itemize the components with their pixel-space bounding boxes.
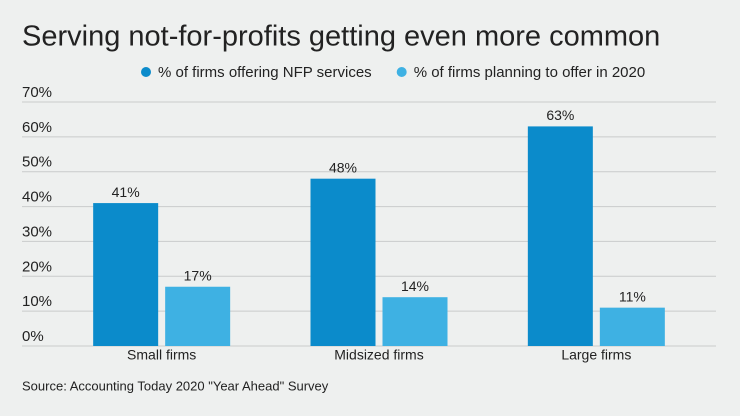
bar [382,297,448,346]
value-label: 63% [546,107,574,123]
bar [527,126,593,347]
y-tick-label: 50% [22,154,52,171]
value-label: 17% [184,267,212,283]
y-tick-label: 0% [22,328,44,345]
legend-marker [141,67,151,77]
value-label: 14% [401,278,429,294]
x-tick-label: Large firms [561,347,631,363]
legend-label: % of firms planning to offer in 2020 [414,64,646,81]
y-tick-label: 10% [22,293,52,310]
y-tick-label: 20% [22,258,52,275]
chart-title: Serving not-for-profits getting even mor… [22,21,660,53]
value-label: 41% [112,184,140,200]
source-note: Source: Accounting Today 2020 "Year Ahea… [22,378,329,393]
bar [165,286,231,346]
x-tick-label: Midsized firms [334,347,423,363]
value-label: 48% [329,159,357,175]
bar [93,203,159,346]
bar [310,178,376,346]
y-tick-label: 70% [22,84,52,101]
y-tick-label: 30% [22,223,52,240]
y-tick-label: 40% [22,189,52,206]
bar [599,307,665,346]
x-tick-label: Small firms [127,347,196,363]
legend-label: % of firms offering NFP services [158,64,372,81]
y-tick-label: 60% [22,119,52,136]
value-label: 11% [619,288,646,304]
legend-marker [396,67,407,77]
